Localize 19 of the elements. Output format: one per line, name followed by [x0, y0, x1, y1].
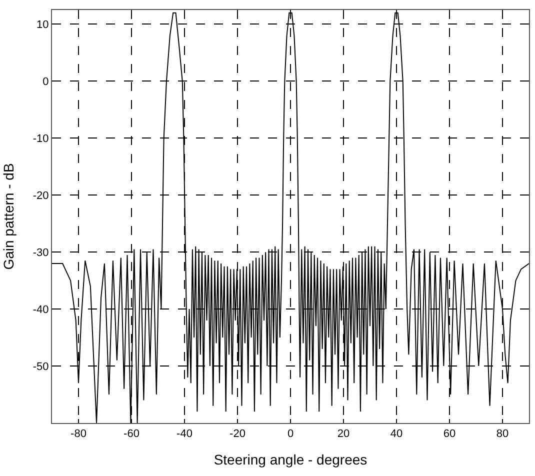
- y-tick-label: -50: [32, 360, 49, 373]
- line-series: [52, 12, 529, 423]
- x-axis-title: Steering angle - degrees: [214, 452, 368, 468]
- y-tick-label: -30: [32, 246, 49, 259]
- x-tick-label: -80: [70, 428, 86, 440]
- x-tick-label: -40: [176, 428, 192, 440]
- y-tick-label: 10: [36, 19, 49, 32]
- y-tick-label: -40: [32, 304, 49, 316]
- x-tick-label: 40: [390, 428, 403, 440]
- x-tick-label: 80: [496, 428, 509, 440]
- y-tick-label: -20: [32, 190, 49, 202]
- x-tick-label: -60: [124, 428, 140, 440]
- x-tick-label: 60: [443, 428, 456, 440]
- y-tick-label: 0: [42, 76, 49, 88]
- y-tick-label: -10: [32, 133, 49, 146]
- x-tick-label: -20: [230, 428, 246, 440]
- x-tick-label: 0: [287, 428, 294, 440]
- x-tick-label: 20: [337, 428, 350, 440]
- y-axis-title: Gain pattern - dB: [0, 163, 16, 270]
